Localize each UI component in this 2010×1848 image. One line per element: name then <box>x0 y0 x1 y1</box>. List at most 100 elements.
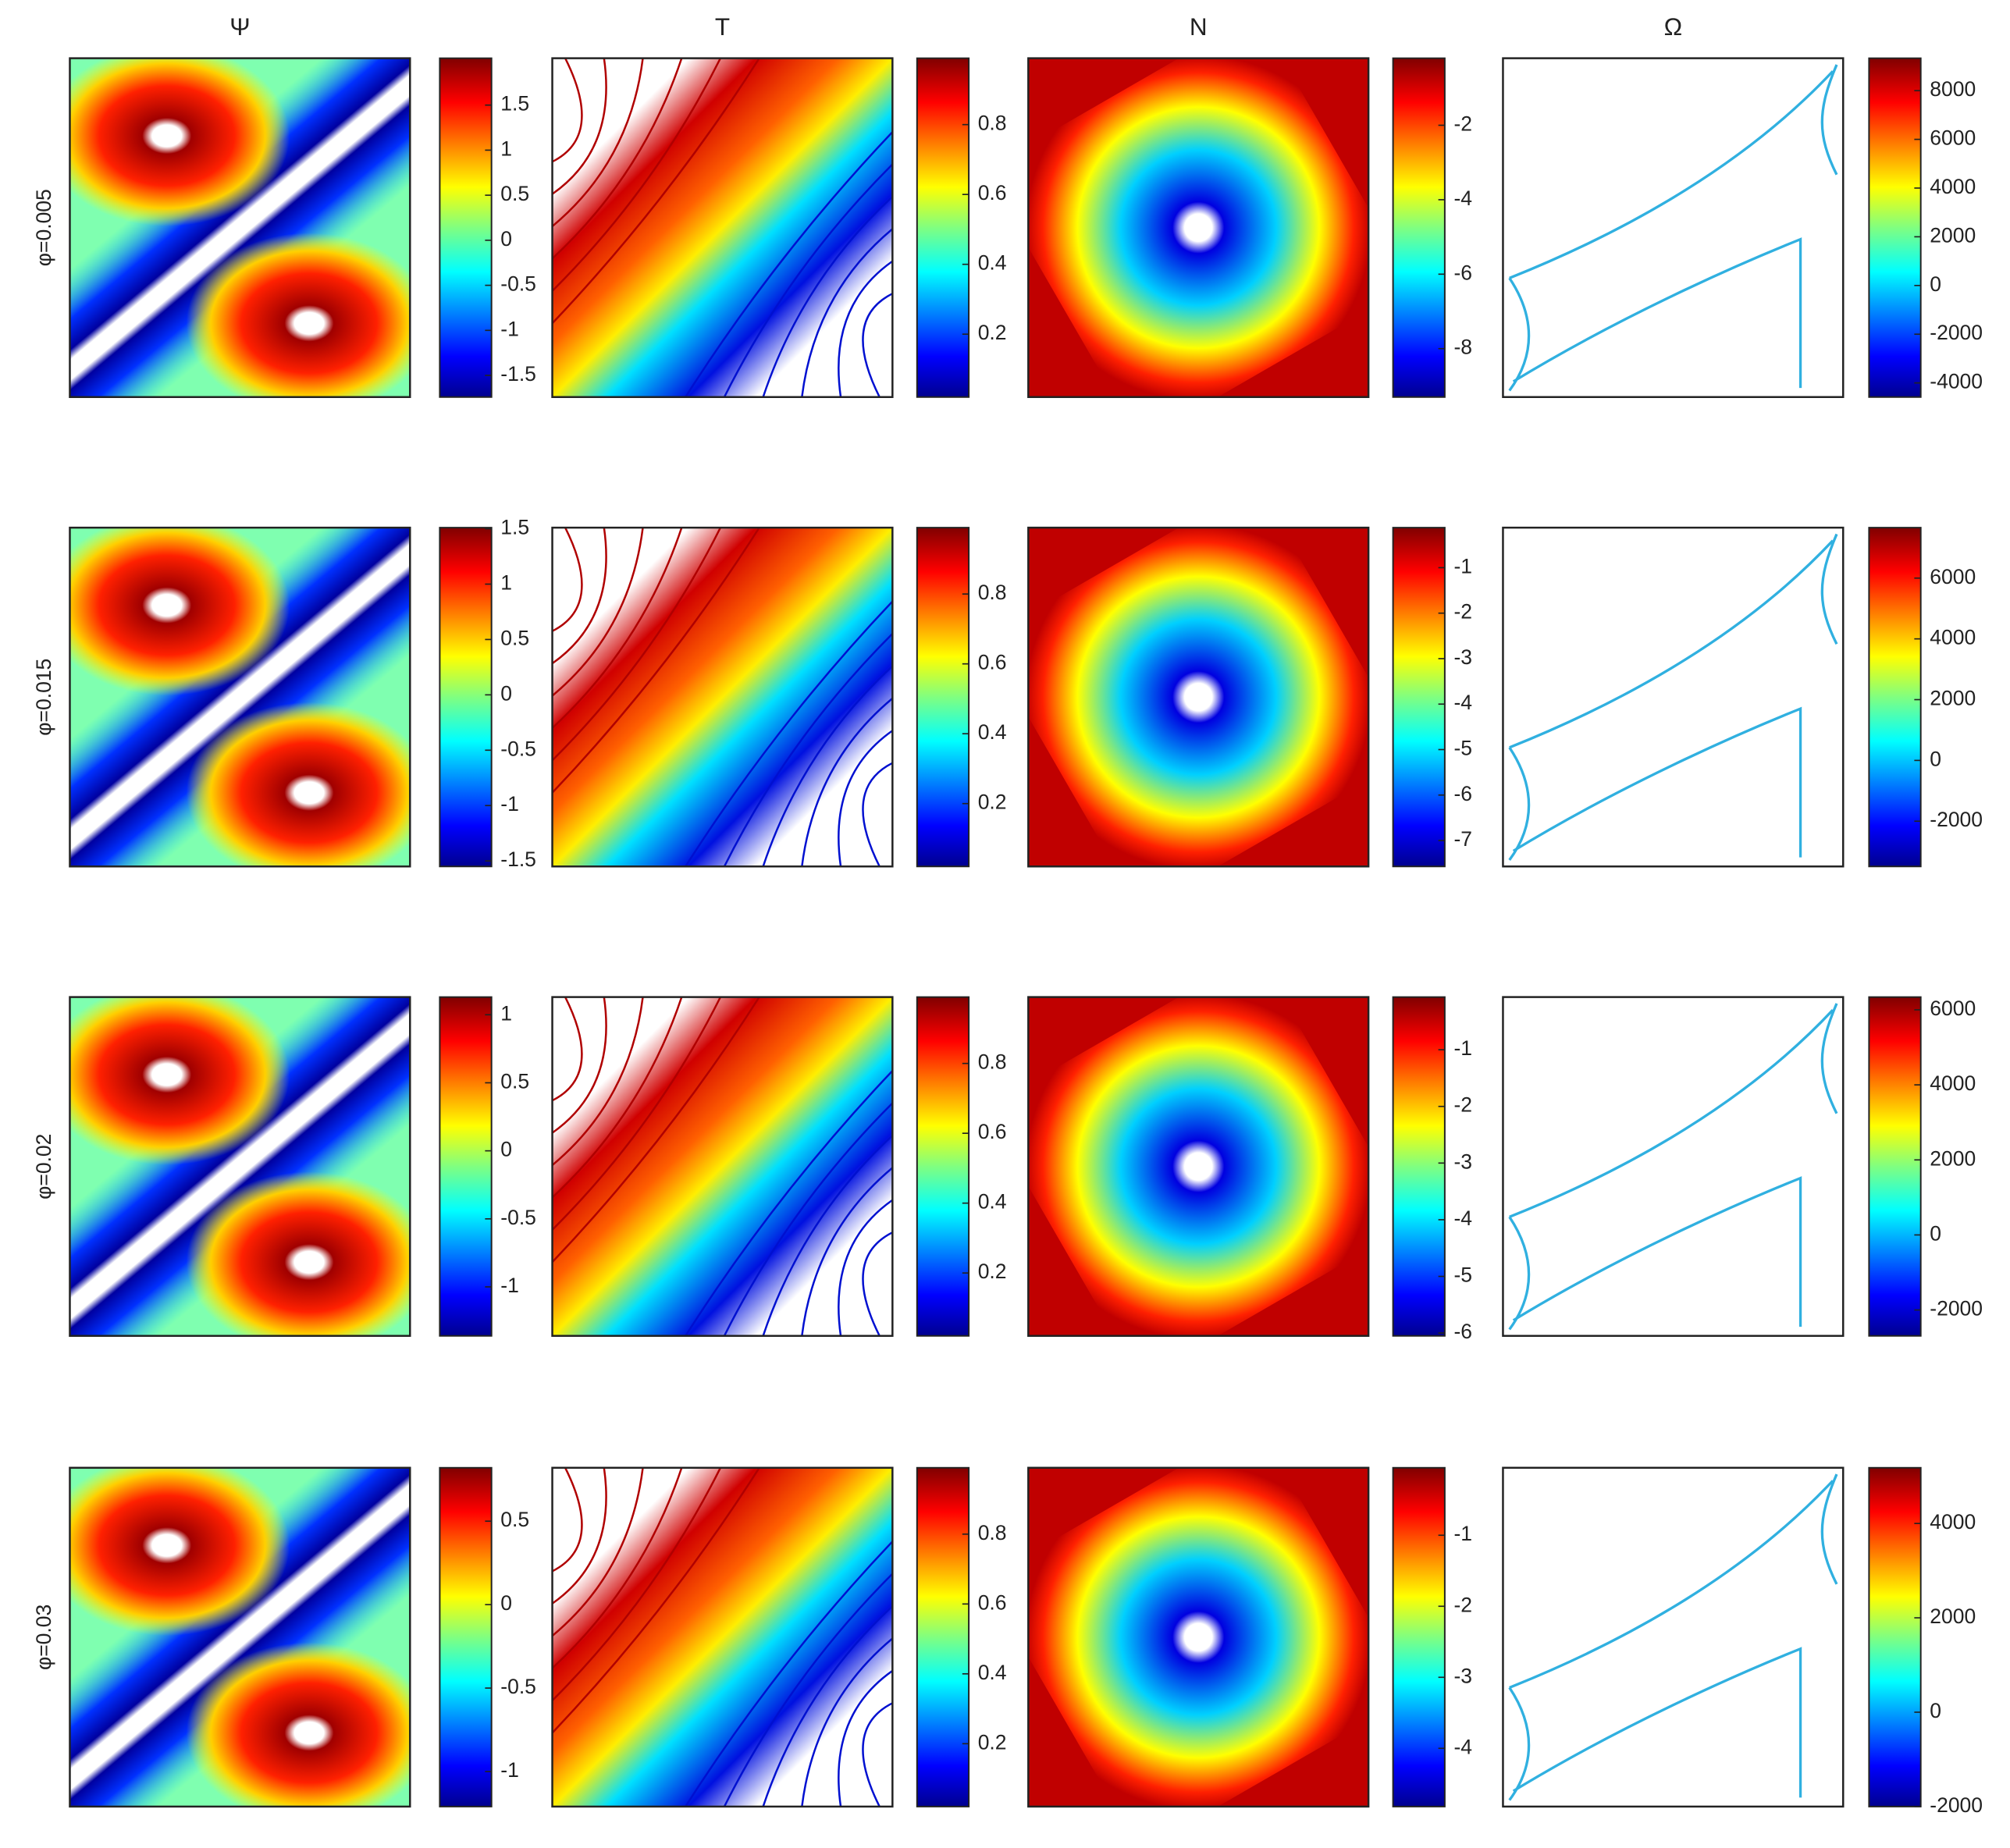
colorbar <box>916 527 970 868</box>
colorbar-tick-label: -8 <box>1453 336 1472 359</box>
field-core <box>1028 528 1369 867</box>
contour-line <box>1820 64 1838 176</box>
colorbar-tick-label: -7 <box>1453 827 1472 851</box>
colorbar <box>1868 996 1922 1337</box>
field-blob <box>69 58 290 227</box>
contour-field <box>1028 997 1369 1336</box>
colorbar-tick-label: 0 <box>1930 1221 1941 1245</box>
contour-panel <box>551 57 894 399</box>
contour-line <box>1508 1216 1531 1331</box>
contour-line <box>552 528 644 697</box>
contour-panel <box>551 526 894 868</box>
colorbar-tick-label: 0 <box>500 227 512 251</box>
plot-frame <box>1027 996 1370 1338</box>
plot-frame <box>1027 57 1370 399</box>
colorbar-tick-label: -3 <box>1453 645 1472 669</box>
colorbar-tick-label: 2000 <box>1930 1605 1976 1628</box>
colorbar-tick-label: -2 <box>1453 112 1472 136</box>
contour-line <box>552 1467 683 1669</box>
row-label: φ=0.03 <box>32 1605 55 1670</box>
row-label: φ=0.005 <box>32 189 55 266</box>
contour-line <box>862 1231 893 1336</box>
contour-line <box>552 528 722 762</box>
field-core <box>1028 1467 1369 1807</box>
contour-panel <box>1502 526 1845 868</box>
colorbar-tick-label: 0.6 <box>978 1120 1007 1143</box>
colorbar-tick-label: 4000 <box>1930 1071 1976 1095</box>
contour-field <box>1028 58 1369 397</box>
field-band <box>69 1467 411 1807</box>
colorbar-tick-label: 2000 <box>1930 687 1976 710</box>
field-blob <box>69 528 290 696</box>
colorbar-tick-label: 0.4 <box>978 1190 1007 1214</box>
colorbar-tick-label: -6 <box>1453 261 1472 284</box>
contour-line <box>801 697 893 867</box>
colorbar-tick-label: 0.5 <box>500 1508 529 1531</box>
contour-panel <box>1502 996 1845 1338</box>
field-band <box>69 58 411 397</box>
contour-line <box>862 1702 893 1807</box>
colorbar-tick-label: 0.5 <box>500 182 529 205</box>
colorbar <box>1868 1466 1922 1807</box>
contour-line <box>1512 1647 1802 1798</box>
colorbar-tick-label: 1.5 <box>500 92 529 116</box>
contour-line <box>552 58 607 195</box>
colorbar-tick-label: 2000 <box>1930 1146 1976 1170</box>
contour-panel <box>551 1466 894 1808</box>
colorbar-tick-label: 1 <box>500 1001 512 1025</box>
contour-panel <box>1027 57 1370 399</box>
colorbar-tick-label: -0.5 <box>500 737 536 760</box>
contour-line <box>552 1467 760 1734</box>
field-core <box>1028 997 1369 1336</box>
plot-frame <box>1027 1466 1370 1808</box>
contour-line <box>838 1669 893 1807</box>
colorbar-tick-label: -1.5 <box>500 362 536 386</box>
field-band <box>69 997 411 1336</box>
contour-line <box>552 1467 607 1605</box>
colorbar-tick-label: -2 <box>1453 1093 1472 1117</box>
contour-line <box>723 1573 893 1807</box>
contour-panel <box>1502 57 1845 399</box>
colorbar-tick-label: -3 <box>1453 1664 1472 1687</box>
plot-frame <box>69 1466 411 1808</box>
contour-line <box>838 730 893 867</box>
contour-line <box>552 58 644 227</box>
plot-frame <box>1502 57 1845 399</box>
colorbar-tick-label: 1 <box>500 570 512 594</box>
colorbar-tick-label: -2000 <box>1930 808 1983 831</box>
colorbar-tick-label: 0.8 <box>978 1050 1007 1074</box>
contour-line <box>1512 237 1802 389</box>
colorbar-tick-label: -4 <box>1453 1735 1472 1758</box>
colorbar-tick-label: -1 <box>1453 554 1472 578</box>
plot-frame <box>551 1466 894 1808</box>
colorbar <box>439 1466 493 1807</box>
plot-frame <box>1502 1466 1845 1808</box>
contour-line <box>552 58 583 163</box>
field-bg <box>1503 1467 1844 1807</box>
field-blob <box>186 702 411 867</box>
contour-line <box>1820 1473 1838 1585</box>
contour-line <box>685 600 893 867</box>
field-bg <box>1503 58 1844 397</box>
colorbar-tick-label: 0.2 <box>978 1730 1007 1754</box>
contour-line <box>685 131 893 397</box>
colorbar-tick-label: 6000 <box>1930 126 1976 150</box>
contour-field <box>1503 997 1844 1336</box>
colorbar <box>1392 527 1446 868</box>
contour-line <box>552 58 683 260</box>
colorbar-tick-label: -3 <box>1453 1150 1472 1173</box>
colorbar-tick-label: -2000 <box>1930 1793 1983 1817</box>
contour-line <box>552 997 722 1231</box>
column-title: Ω <box>1664 13 1683 41</box>
colorbar <box>439 57 493 398</box>
contour-panel <box>551 996 894 1338</box>
colorbar-tick-label: -2 <box>1453 600 1472 624</box>
colorbar <box>1868 527 1922 868</box>
colorbar-tick-label: 8000 <box>1930 77 1976 101</box>
contour-line <box>838 1199 893 1336</box>
colorbar-tick-label: 6000 <box>1930 565 1976 588</box>
contour-line <box>862 293 893 397</box>
colorbar <box>916 1466 970 1807</box>
colorbar-tick-label: 0 <box>500 1591 512 1615</box>
